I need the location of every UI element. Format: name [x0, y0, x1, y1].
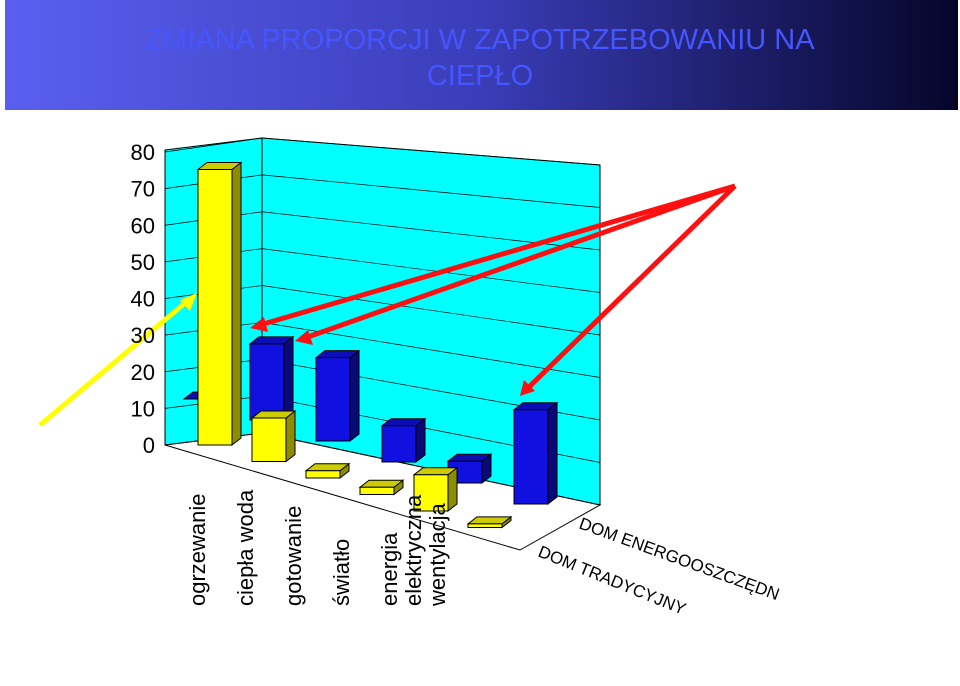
grid-line [164, 248, 601, 293]
grid-line [164, 137, 601, 166]
grid-line [164, 174, 601, 208]
bar [305, 470, 341, 479]
arrow [259, 183, 736, 328]
y-tick-label: 20 [131, 360, 155, 385]
x-tick-label: ciepła woda [233, 489, 258, 606]
bar [249, 343, 285, 421]
bar-side [349, 349, 360, 443]
arrow-heads [250, 317, 535, 396]
x-tick-label: ogrzewanie [185, 493, 210, 606]
bar [197, 169, 233, 446]
arrow [38, 301, 187, 427]
bar [359, 486, 395, 495]
bar [467, 523, 503, 528]
bar [513, 409, 549, 505]
bar [413, 474, 449, 512]
bar-side [231, 161, 242, 447]
grid-line [164, 285, 601, 336]
arrow-head [520, 380, 535, 396]
y-tick-label: 80 [131, 140, 155, 165]
arrow [304, 183, 736, 341]
y-tick-label: 40 [131, 287, 155, 312]
bar [315, 357, 351, 442]
legend-label: DOM ENERGOOSZCZĘDN [577, 514, 782, 604]
x-tick-label: światło [329, 538, 354, 606]
arrow-head [250, 317, 268, 332]
x-tick-label: gotowanie [281, 505, 306, 606]
y-tick-label: 0 [143, 433, 155, 458]
chart-title: ZMIANA PROPORCJI W ZAPOTRZEBOWANIU NA CI… [145, 24, 815, 92]
y-tick-label: 50 [131, 250, 155, 275]
y-tick-label: 30 [131, 323, 155, 348]
y-tick-label: 10 [131, 396, 155, 421]
x-tick-label: energia elektryczna [377, 494, 426, 606]
x-tick-label: wentylacja [425, 503, 450, 606]
arrow-head [295, 330, 313, 345]
bar-side [283, 335, 294, 422]
grid-line [164, 211, 601, 251]
y-tick-label: 70 [131, 177, 155, 202]
arrows [259, 183, 737, 390]
arrow [526, 184, 737, 390]
header-band [5, 0, 958, 110]
bar-side [547, 401, 558, 506]
arrow-head [180, 293, 197, 311]
y-tick-label: 60 [131, 213, 155, 238]
bar [381, 425, 417, 463]
bar [251, 417, 287, 462]
